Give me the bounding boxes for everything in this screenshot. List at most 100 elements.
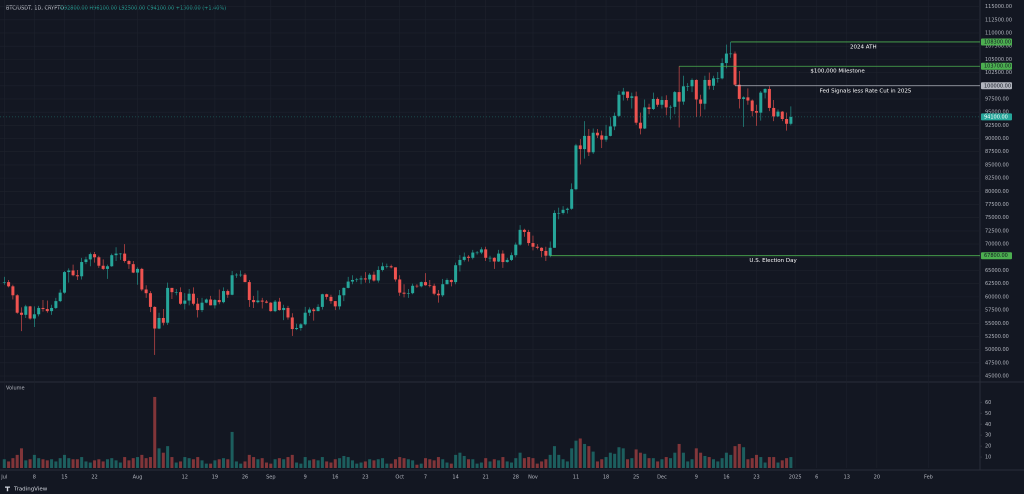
candle-body xyxy=(131,264,135,273)
volume-bar xyxy=(342,455,346,468)
candle-body xyxy=(699,99,703,104)
candle-body xyxy=(441,284,445,296)
candle-body xyxy=(462,256,466,260)
volume-bar xyxy=(621,448,625,468)
volume-bar xyxy=(656,461,660,468)
candle-body xyxy=(398,279,402,293)
candle-body xyxy=(114,253,118,256)
volume-bar xyxy=(669,458,673,468)
candle-body xyxy=(660,100,664,105)
y-tick-label: 52500.00 xyxy=(985,334,1009,340)
volume-bar xyxy=(204,463,208,468)
candle-body xyxy=(299,324,303,329)
volume-bar xyxy=(7,461,11,468)
volume-bar xyxy=(626,459,630,468)
volume-bar xyxy=(441,459,445,468)
candle-body xyxy=(329,296,333,302)
candle-body xyxy=(776,111,780,117)
volume-bar xyxy=(707,457,711,468)
volume-bar xyxy=(239,463,243,468)
volume-bar xyxy=(217,459,221,468)
candle-body xyxy=(71,270,75,276)
volume-bar xyxy=(62,454,66,468)
volume-bar xyxy=(509,462,513,468)
candle-body xyxy=(363,278,367,280)
candle-body xyxy=(742,97,746,99)
volume-bar xyxy=(638,452,642,468)
candle-body xyxy=(389,266,393,268)
volume-bar xyxy=(591,451,595,468)
volume-bar xyxy=(260,458,264,468)
candle-body xyxy=(531,243,535,247)
y-tick-label: 85000.00 xyxy=(985,162,1009,168)
x-tick-label: 14 xyxy=(452,475,458,481)
volume-bar xyxy=(432,460,436,468)
volume-bar xyxy=(729,454,733,468)
volume-bar xyxy=(269,463,273,468)
volume-bar xyxy=(544,459,548,468)
volume-bar xyxy=(578,438,582,468)
volume-bar xyxy=(338,458,342,468)
candle-body xyxy=(118,253,122,255)
volume-bar xyxy=(118,462,122,468)
last-price-label: 94100.00 xyxy=(984,114,1008,120)
volume-bar xyxy=(209,463,213,468)
symbol[interactable]: BTC/USDT, 1D, CRYPTO xyxy=(6,6,64,12)
x-tick-label: 22 xyxy=(91,475,97,481)
volume-bar xyxy=(527,457,531,468)
candle-body xyxy=(58,292,62,302)
volume-bar xyxy=(11,458,15,468)
candle-body xyxy=(449,279,453,283)
volume-bar xyxy=(316,460,320,468)
candle-body xyxy=(24,306,28,315)
candle-body xyxy=(110,255,114,267)
x-tick-label: 28 xyxy=(513,475,519,481)
volume-bar xyxy=(170,457,174,468)
candle-body xyxy=(325,294,329,297)
annotation-price-label: 103700.00 xyxy=(984,64,1011,70)
footer-bar xyxy=(0,483,1024,494)
x-tick-label: 25 xyxy=(633,475,639,481)
brand[interactable]: TradingView xyxy=(13,487,48,493)
volume-bar xyxy=(608,452,612,468)
candle-body xyxy=(578,145,582,150)
annotation-price-label: 100000.00 xyxy=(984,83,1011,89)
volume-bar xyxy=(424,458,428,468)
candle-body xyxy=(179,292,183,304)
candle-body xyxy=(295,328,299,330)
x-tick-label: Feb xyxy=(924,475,933,481)
candle-body xyxy=(372,274,376,281)
volume-bar xyxy=(617,447,621,468)
candle-body xyxy=(97,257,101,266)
candle-body xyxy=(346,281,350,288)
x-tick-label: 2025 xyxy=(789,475,802,481)
candle-body xyxy=(565,208,569,210)
candle-body xyxy=(75,275,79,277)
volume-bar xyxy=(651,458,655,468)
volume-bar xyxy=(196,457,200,468)
volume-bar xyxy=(750,458,754,468)
volume-tick-label: 60 xyxy=(985,400,991,406)
volume-bar xyxy=(45,460,49,468)
volume-tick-label: 20 xyxy=(985,444,991,450)
candle-body xyxy=(45,309,49,312)
y-tick-label: 112500.00 xyxy=(985,17,1012,23)
x-tick-label: 19 xyxy=(212,475,218,481)
volume-tick-label: 50 xyxy=(985,411,991,417)
volume-bar xyxy=(492,459,496,468)
candle-body xyxy=(252,300,256,303)
x-tick-label: 13 xyxy=(844,475,850,481)
candle-body xyxy=(548,247,552,256)
candle-body xyxy=(505,259,509,263)
candle-body xyxy=(338,295,342,307)
x-tick-label: 12 xyxy=(182,475,188,481)
x-tick-label: 23 xyxy=(362,475,368,481)
candle-body xyxy=(492,257,496,262)
candle-body xyxy=(170,287,174,293)
candle-body xyxy=(217,300,221,303)
volume-bar xyxy=(690,459,694,468)
candle-body xyxy=(196,303,200,311)
volume-bar xyxy=(58,458,62,468)
candle-body xyxy=(729,53,733,55)
candle-body xyxy=(509,255,513,260)
